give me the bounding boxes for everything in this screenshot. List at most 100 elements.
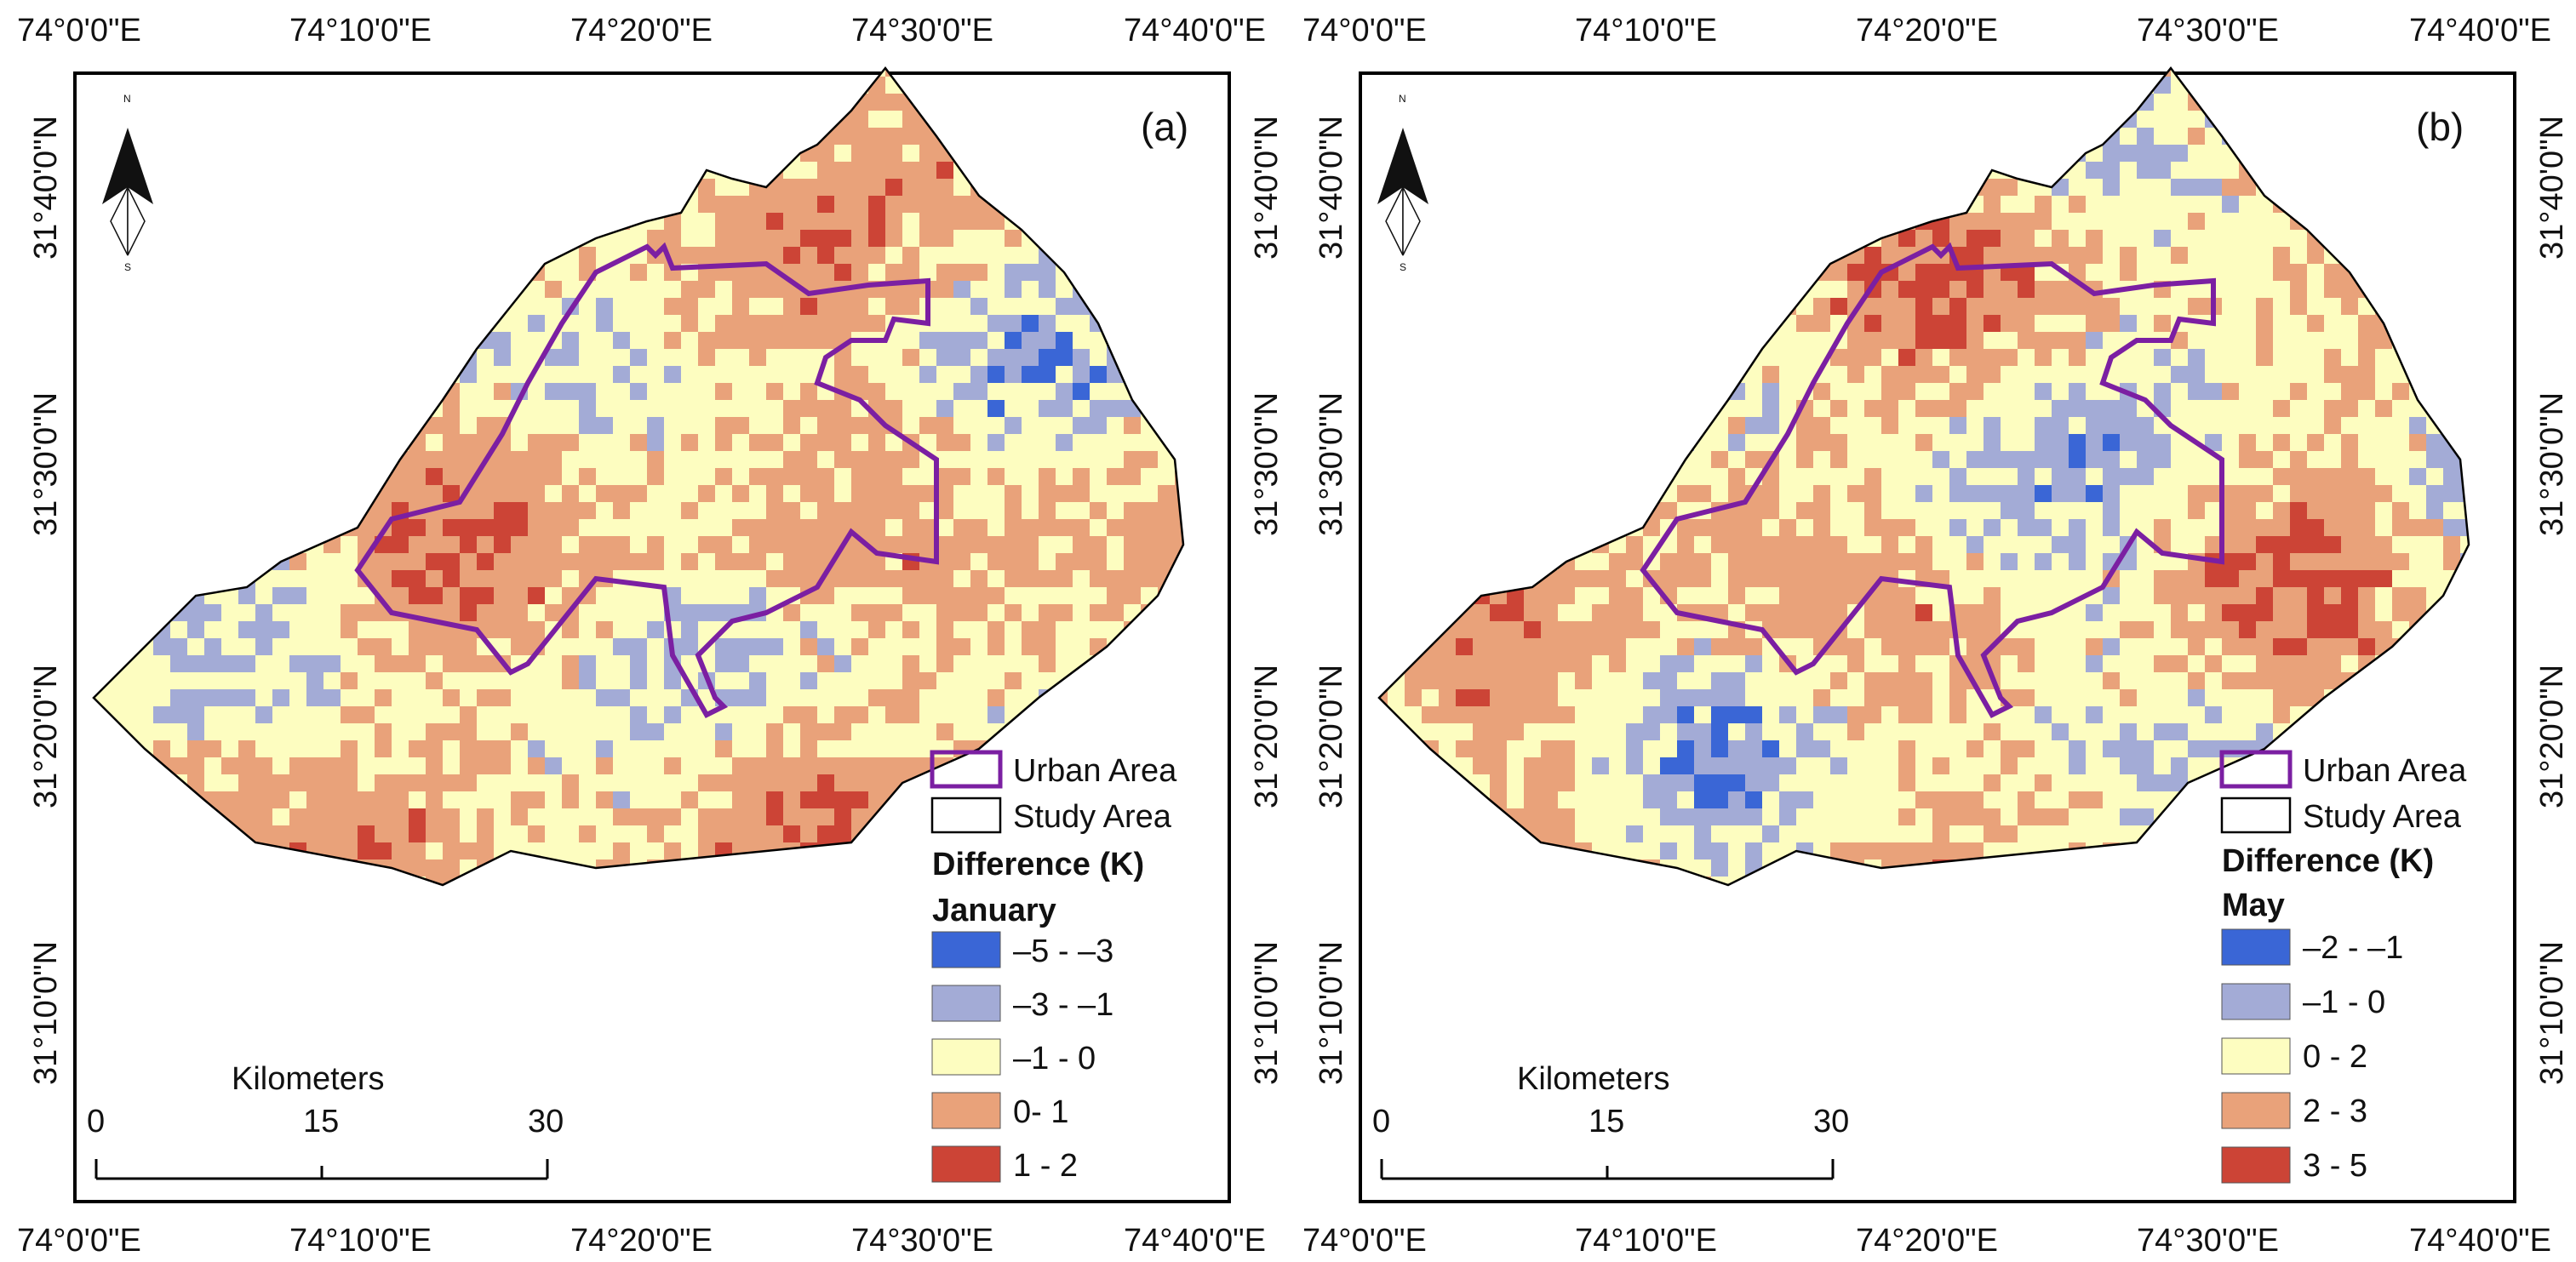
raster-cell bbox=[1158, 77, 1175, 94]
raster-cell bbox=[715, 808, 732, 825]
raster-cell bbox=[1626, 145, 1643, 162]
raster-cell bbox=[613, 383, 630, 400]
raster-cell bbox=[936, 162, 953, 179]
raster-cell bbox=[579, 638, 596, 655]
raster-cell bbox=[204, 638, 221, 655]
raster-cell bbox=[1984, 315, 2001, 332]
raster-cell bbox=[715, 247, 732, 264]
raster-cell bbox=[766, 196, 783, 213]
raster-cell bbox=[1439, 417, 1456, 434]
raster-cell bbox=[1473, 213, 1490, 230]
raster-cell bbox=[392, 281, 409, 298]
raster-cell bbox=[800, 808, 817, 825]
raster-cell bbox=[494, 264, 511, 281]
raster-cell bbox=[1830, 349, 1847, 366]
raster-cell bbox=[1575, 179, 1592, 196]
raster-cell bbox=[511, 774, 528, 791]
raster-cell bbox=[255, 349, 272, 366]
raster-cell bbox=[1915, 298, 1932, 315]
raster-cell bbox=[817, 468, 834, 485]
raster-cell bbox=[783, 196, 800, 213]
raster-cell bbox=[375, 894, 392, 911]
raster-cell bbox=[1677, 213, 1694, 230]
raster-cell bbox=[596, 621, 613, 638]
raster-cell bbox=[647, 502, 664, 519]
raster-cell bbox=[1005, 451, 1022, 468]
raster-cell bbox=[358, 723, 375, 740]
raster-cell bbox=[1626, 196, 1643, 213]
raster-cell bbox=[1090, 536, 1107, 553]
raster-cell bbox=[1813, 298, 1830, 315]
raster-cell bbox=[868, 230, 885, 247]
raster-cell bbox=[1405, 281, 1422, 298]
raster-cell bbox=[392, 877, 409, 885]
raster-cell bbox=[1796, 468, 1813, 485]
raster-cell bbox=[358, 145, 375, 162]
raster-cell bbox=[817, 145, 834, 162]
raster-cell bbox=[1005, 332, 1022, 349]
raster-cell bbox=[443, 842, 460, 859]
raster-cell bbox=[94, 264, 102, 281]
raster-cell bbox=[238, 400, 255, 417]
raster-cell bbox=[494, 332, 511, 349]
raster-cell bbox=[2171, 451, 2188, 468]
raster-cell bbox=[1073, 570, 1090, 587]
raster-cell bbox=[868, 825, 885, 842]
raster-cell bbox=[664, 706, 681, 723]
raster-cell bbox=[1592, 298, 1609, 315]
raster-cell bbox=[187, 774, 204, 791]
raster-cell bbox=[919, 655, 936, 672]
raster-cell bbox=[306, 315, 323, 332]
raster-cell bbox=[1779, 349, 1796, 366]
raster-cell bbox=[783, 621, 800, 638]
raster-cell bbox=[953, 145, 970, 162]
raster-cell bbox=[834, 128, 851, 145]
raster-cell bbox=[596, 213, 613, 230]
raster-cell bbox=[119, 111, 136, 128]
raster-cell bbox=[1966, 213, 1984, 230]
raster-cell bbox=[2460, 434, 2469, 451]
raster-cell bbox=[1439, 196, 1456, 213]
raster-cell bbox=[613, 894, 630, 911]
raster-cell bbox=[2273, 230, 2290, 247]
raster-cell bbox=[698, 111, 715, 128]
raster-cell bbox=[153, 604, 170, 621]
raster-cell bbox=[2086, 162, 2103, 179]
raster-cell bbox=[732, 740, 749, 757]
raster-cell bbox=[1677, 315, 1694, 332]
raster-cell bbox=[715, 434, 732, 451]
raster-cell bbox=[153, 179, 170, 196]
raster-cell bbox=[221, 655, 238, 672]
raster-cell bbox=[392, 434, 409, 451]
raster-cell bbox=[1422, 94, 1439, 111]
raster-cell bbox=[1039, 111, 1056, 128]
raster-cell bbox=[613, 842, 630, 859]
raster-cell bbox=[1881, 383, 1898, 400]
raster-cell bbox=[1039, 349, 1056, 366]
raster-cell bbox=[613, 877, 630, 885]
raster-cell bbox=[2086, 315, 2103, 332]
raster-cell bbox=[2086, 332, 2103, 349]
raster-cell bbox=[289, 553, 306, 570]
raster-cell bbox=[1158, 417, 1175, 434]
raster-cell bbox=[681, 842, 698, 859]
raster-cell bbox=[868, 553, 885, 570]
raster-cell bbox=[2290, 111, 2307, 128]
raster-cell bbox=[1005, 485, 1022, 502]
raster-cell bbox=[902, 145, 919, 162]
raster-cell bbox=[511, 417, 528, 434]
raster-cell bbox=[1456, 400, 1473, 417]
raster-cell bbox=[289, 366, 306, 383]
raster-cell bbox=[323, 230, 341, 247]
raster-cell bbox=[375, 757, 392, 774]
raster-cell bbox=[2307, 281, 2324, 298]
raster-cell bbox=[1439, 111, 1456, 128]
raster-cell bbox=[2052, 196, 2069, 213]
raster-cell bbox=[817, 808, 834, 825]
raster-cell bbox=[1864, 94, 1881, 111]
raster-cell bbox=[323, 383, 341, 400]
raster-cell bbox=[170, 383, 187, 400]
raster-cell bbox=[1456, 145, 1473, 162]
raster-cell bbox=[460, 604, 477, 621]
raster-cell bbox=[1090, 230, 1107, 247]
